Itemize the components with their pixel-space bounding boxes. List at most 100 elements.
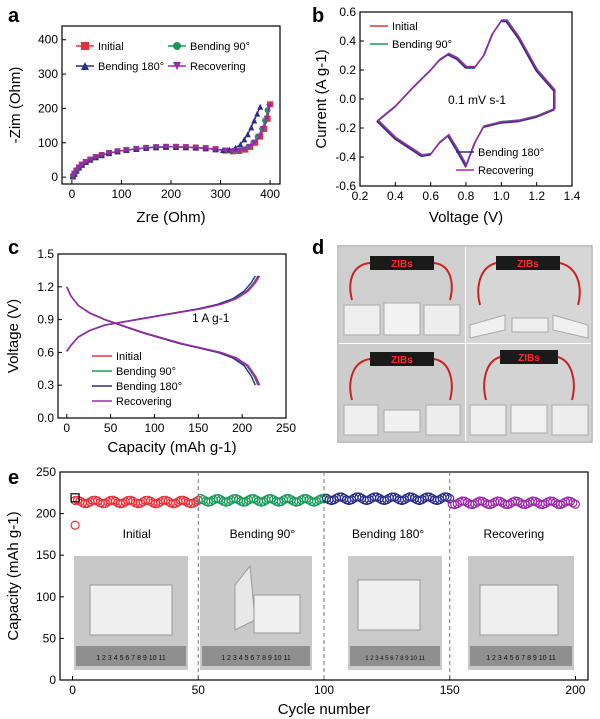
x-tick-label: 0.8 [458,189,475,203]
data-point [123,146,130,153]
annotation: 1 A g-1 [192,311,230,325]
chart-a-nyquist: 0 100 200 300 400 0 100 200 300 400 Zre (Ohm) -Zim … [7,25,281,226]
x-tick-label: 300 [211,187,231,201]
data-point [256,133,263,140]
ruler-numbers: 1 2 3 4 5 6 7 8 9 10 11 [221,655,291,662]
first-square-marker [70,493,80,503]
series-line-purple [72,106,270,177]
y-tick-label: -0.2 [335,121,356,135]
panel-label-b: b [312,5,324,27]
data-point [263,115,270,122]
series-line-red [72,104,271,177]
data-point [118,498,128,508]
segment-label: Bending 180° [352,527,424,541]
x-axis-label: Voltage (V) [429,209,503,226]
series-line-purple [376,19,556,167]
panel-label-a: a [8,5,20,27]
segment-label: Recovering [483,527,544,541]
lcd-text: ZIBs [518,353,540,364]
data-point [73,167,80,174]
data-point [182,144,189,151]
x-tick-label: 1.2 [528,189,545,203]
legend-marker [173,42,181,50]
photo-d-2: ZIBs [466,247,591,343]
data-point [266,103,273,110]
ruler-numbers: 1 2 3 4 5 6 7 8 9 10 11 [486,655,556,662]
x-axis-label: Cycle number [278,701,371,718]
y-axis-label: Voltage (V) [5,299,22,373]
x-tick-label: 50 [192,683,206,697]
x-tick-label: 150 [188,421,208,435]
y-tick-label: 200 [36,507,56,521]
chart-b-cv: 0.2 0.4 0.6 0.8 1.0 1.2 1.4 -0.6 -0.4 -0.2 0.0 0.2 0… [313,5,581,226]
photo-d-4: ZIBs [466,344,591,441]
data-point [530,496,540,506]
data-point [114,148,121,155]
y-tick-label: 0 [51,170,58,184]
y-tick-label: 0.2 [339,63,356,77]
panel-label-e: e [8,467,19,489]
legend-label: Bending 180° [478,147,544,159]
data-point [570,499,581,509]
charge-curve-red [66,275,261,352]
x-tick-label: 100 [144,421,164,435]
data-point [244,131,251,138]
y-tick-label: 0.0 [37,411,54,425]
x-tick-label: 1.4 [564,189,581,203]
y-tick-label: -0.4 [335,150,356,164]
photo-d-1: ZIBs [339,247,465,343]
charge-curve-purple [66,275,260,352]
legend-label: Recovering [190,61,246,73]
y-tick-label: 0.9 [37,313,54,327]
data-point [445,493,455,504]
x-tick-label: 150 [440,683,460,697]
x-tick-label: 200 [565,683,585,697]
data-point [153,144,160,151]
data-point [206,496,216,507]
data-point [369,492,379,502]
y-tick-label: 200 [38,101,58,115]
data-point [548,496,558,506]
data-point [82,159,89,166]
data-point [188,498,198,508]
y-tick-label: 150 [36,548,56,562]
legend-label: Bending 90° [392,39,452,51]
data-point [235,148,242,155]
legend-marker [81,62,89,70]
data-point [222,147,229,154]
data-point [75,164,82,171]
y-tick-label: 0 [49,673,56,687]
data-point [83,498,93,508]
plot-frame [57,253,287,419]
legend-label: Initial [98,41,124,53]
ruler-numbers: 1 2 3 4 5 6 7 8 9 10 11 [365,656,425,662]
discharge-curve-purple [66,286,260,386]
x-tick-label: 0.6 [422,189,439,203]
y-tick-label: 250 [36,465,56,479]
data-point [241,146,248,153]
y-tick-label: 300 [38,67,58,81]
series-line-green [72,110,269,177]
y-tick-label: 0.0 [339,92,356,106]
y-tick-label: 1.5 [37,247,54,261]
x-tick-label: 0 [63,421,70,435]
photo-d-3: ZIBs [339,344,465,441]
x-axis-label: Zre (Ohm) [136,209,205,226]
data-point [106,150,113,157]
data-point [143,144,150,151]
data-point [237,141,244,148]
legend-label: Bending 180° [116,381,182,393]
legend-marker [173,62,181,70]
data-point [153,498,163,508]
panel-label-c: c [8,237,19,259]
x-tick-label: 250 [276,421,296,435]
x-axis-label: Capacity (mAh g-1) [107,439,236,456]
x-tick-label: 200 [161,187,181,201]
x-tick-label: 0.2 [352,189,369,203]
legend-label: Bending 180° [98,61,164,73]
annotation: 0.1 mV s-1 [448,93,506,107]
y-tick-label: 0.3 [37,378,54,392]
x-tick-label: 50 [104,421,118,435]
panel-label-d: d [312,237,324,259]
